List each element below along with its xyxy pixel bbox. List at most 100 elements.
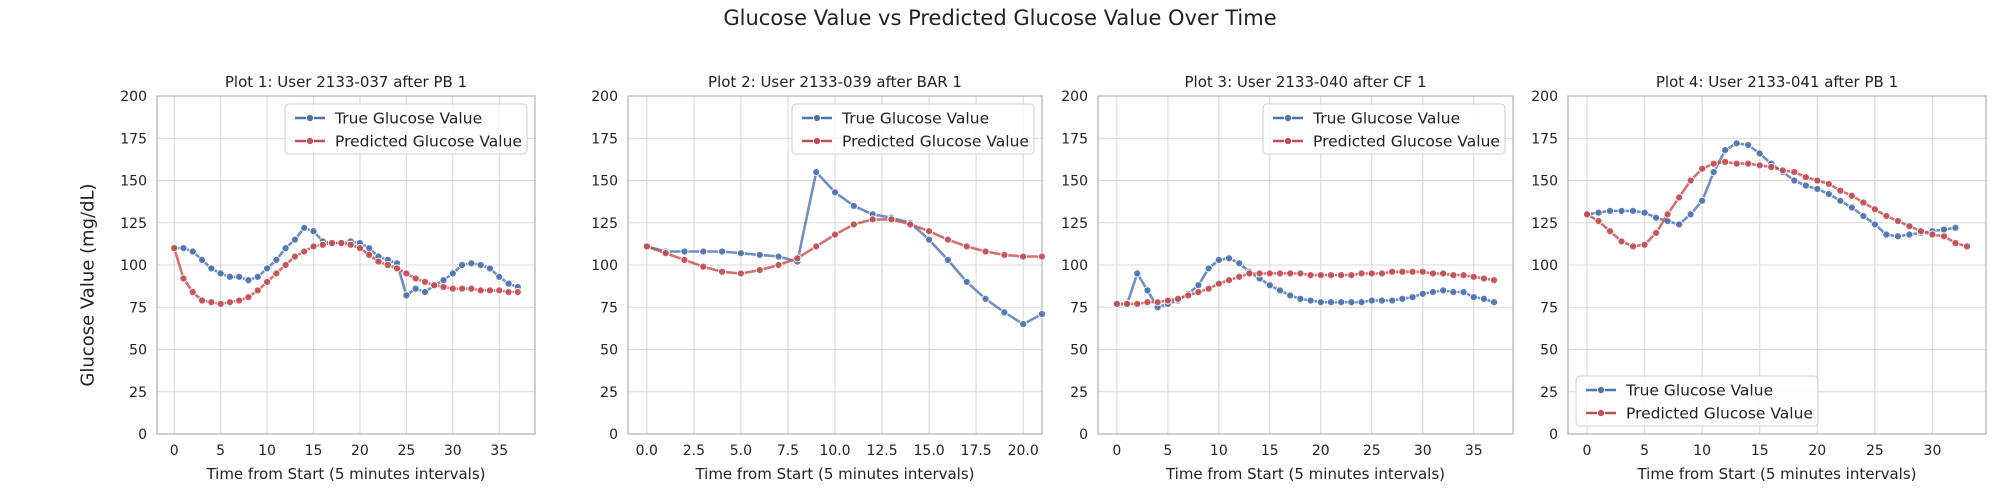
data-point-predicted [346,240,355,249]
data-point-true [1037,309,1047,319]
data-point-true [448,269,457,278]
data-point-predicted [1582,210,1592,219]
y-tick-label: 0 [1079,427,1088,443]
data-point-true [1275,286,1285,295]
data-point-true [1813,184,1822,193]
data-point-predicted [281,260,290,270]
data-point-predicted [1306,271,1315,280]
data-point-predicted [642,242,651,251]
data-point-predicted [1357,269,1366,278]
y-tick-label: 75 [1070,300,1088,316]
data-point-true [365,244,374,253]
data-point-predicted [1928,230,1937,239]
data-point-predicted [1767,162,1776,172]
data-point-predicted [1245,269,1254,278]
data-point-true [1652,213,1661,222]
data-point-predicted [1675,193,1684,202]
data-point-predicted [1037,252,1047,261]
data-point-predicted [1744,159,1753,168]
data-point-predicted [1870,205,1879,214]
data-point-true [1951,223,1960,232]
x-tick-label: 25 [1363,443,1381,459]
legend-marker [1596,408,1606,418]
subplot-3: 0 25 50 75 100 125 150 175 200 0 5 10 15 20 25 30 35 Plot… [1061,73,1514,483]
x-axis-label: Time from Start (5 minutes intervals) [1165,465,1445,483]
data-point-predicted [1893,217,1902,226]
y-tick-label: 175 [120,131,147,147]
series-line-predicted [172,241,518,306]
data-point-predicted [1459,271,1468,280]
legend-label: True Glucose Value [1625,382,1773,400]
data-point-true [504,279,513,288]
x-tick-label: 7.5 [777,443,799,459]
series-line-predicted [646,218,1042,275]
data-point-true [1224,254,1234,263]
data-point-true [849,201,858,210]
data-point-true [420,287,429,297]
data-point-predicted [1296,269,1305,278]
data-point-true [1367,296,1376,305]
data-point-true [458,260,467,270]
legend-marker [812,113,822,123]
y-tick-label: 100 [591,258,618,274]
data-point-true [1836,196,1845,205]
data-point-predicted [1408,267,1417,276]
data-point-true [1388,296,1397,305]
data-point-true [1204,264,1213,273]
data-point-true [1265,281,1274,290]
data-point-predicted [1428,269,1438,278]
data-point-true [1326,298,1336,307]
data-point-predicted [420,277,429,286]
legend-marker [1283,113,1293,123]
data-point-true [179,244,188,253]
legend-box [1575,375,1819,427]
data-point-predicted [1347,271,1356,280]
data-point-predicted [1778,166,1787,175]
data-point-true [1357,298,1366,307]
data-point-true [1479,294,1488,303]
data-point-true [439,276,448,285]
data-point-predicted [253,286,262,295]
data-point-true [1629,206,1638,215]
data-point-predicted [1265,269,1274,278]
data-point-true [309,227,318,236]
x-tick-label: 20.0 [1008,443,1039,459]
data-point-predicted [1939,232,1949,241]
data-point-predicted [439,282,448,292]
data-point-predicted [1214,279,1223,288]
x-tick-label: 20 [351,443,369,459]
data-point-predicted [1449,271,1458,280]
data-point-predicted [699,262,708,271]
subplot-title: Plot 1: User 2133-037 after PB 1 [225,73,467,91]
data-point-true [1316,298,1325,307]
data-point-predicted [485,286,495,295]
y-tick-label: 0 [609,427,618,443]
y-tick-label: 150 [1531,174,1558,190]
data-point-predicted [943,235,952,244]
subplot-title: Plot 4: User 2133-041 after PB 1 [1656,73,1898,91]
legend-label: Predicted Glucose Value [1313,133,1500,151]
data-point-predicted [1652,228,1661,237]
series-line-true [174,226,519,297]
y-tick-label: 50 [600,343,618,359]
x-tick-label: 0 [170,443,179,459]
data-point-predicted [906,220,915,229]
y-tick-label: 50 [1070,343,1088,359]
x-tick-label: 2.5 [683,443,705,459]
data-point-true [812,167,821,177]
data-point-true [235,272,244,281]
data-point-predicted [1398,267,1407,276]
legend: True Glucose Value Predicted Glucose Valu… [1575,375,1819,427]
data-point-true [1859,211,1868,221]
data-point-true [1143,286,1152,295]
data-point-predicted [1962,242,1972,251]
data-point-predicted [170,244,179,253]
data-point-predicted [1204,284,1213,293]
data-point-predicted [393,264,402,273]
figure-title: Glucose Value vs Predicted Glucose Value… [723,6,1277,30]
data-point-predicted [868,215,877,224]
data-point-true [1801,181,1810,190]
y-tick-label: 125 [120,216,147,232]
y-tick-label: 100 [1061,258,1088,274]
data-point-true [1286,291,1295,300]
